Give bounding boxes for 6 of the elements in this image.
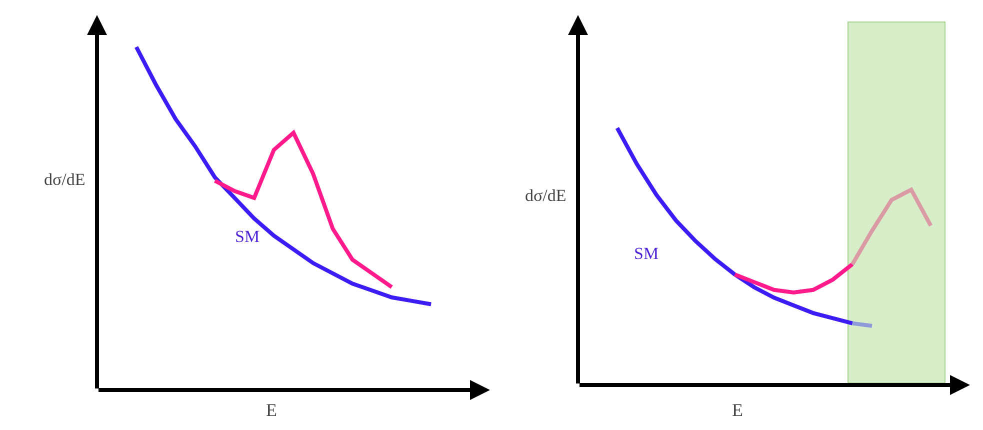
series-label: SM	[634, 244, 659, 263]
x-axis-title: E	[266, 400, 277, 420]
y-axis-title: dσ/dE	[525, 186, 566, 205]
x-axis-title: E	[732, 400, 743, 420]
series-label: SM	[235, 227, 260, 246]
y-axis-title: dσ/dE	[44, 170, 86, 189]
